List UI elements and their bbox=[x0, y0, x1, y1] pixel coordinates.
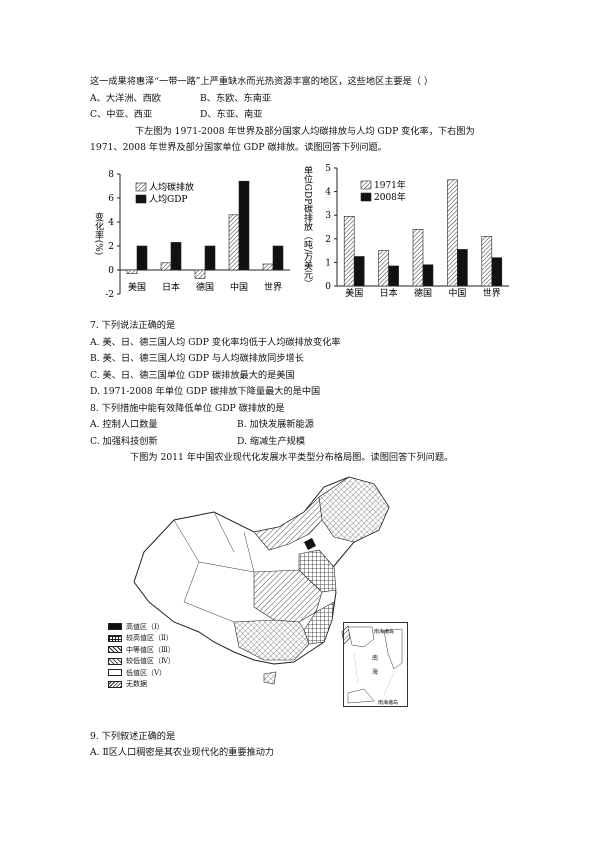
x-category-label: 日本 bbox=[162, 281, 180, 293]
inset-label-top: 南海诸岛 bbox=[374, 629, 395, 635]
legend-item-nodata: 无数据 bbox=[108, 679, 175, 691]
bar bbox=[422, 264, 434, 287]
y-tick-label: 6 bbox=[108, 194, 114, 204]
x-category-label: 中国 bbox=[230, 281, 248, 293]
y-tick-label: 3 bbox=[325, 211, 331, 221]
bar bbox=[204, 245, 216, 271]
bar bbox=[194, 269, 206, 279]
legend-item-lower: 较低值区（Ⅳ） bbox=[108, 656, 175, 668]
legend-label: 2008年 bbox=[374, 191, 406, 203]
legend-item-medium: 中等值区（Ⅲ） bbox=[108, 644, 175, 656]
x-category-label: 中国 bbox=[448, 287, 466, 299]
bar bbox=[491, 257, 503, 287]
region-northeast bbox=[318, 476, 390, 543]
legend-swatch bbox=[360, 180, 372, 190]
q8-option-a: A. 控制人口数量 bbox=[90, 419, 158, 430]
q7-option-d: D. 1971-2008 年单位 GDP 碳排放下降量最大的是中国 bbox=[90, 386, 321, 397]
bar bbox=[228, 214, 240, 271]
legend-label: 人均GDP bbox=[149, 193, 187, 205]
region-south bbox=[233, 619, 310, 661]
x-category-label: 美国 bbox=[128, 281, 146, 293]
legend-swatch bbox=[135, 194, 147, 204]
q8-option-d: D. 缩减生产规模 bbox=[237, 436, 306, 447]
bar bbox=[160, 262, 172, 271]
y-tick-label: 2 bbox=[325, 235, 331, 245]
x-category-label: 世界 bbox=[264, 281, 282, 293]
y-tick-label: 8 bbox=[108, 170, 114, 180]
q6-option-d: D、东亚、南亚 bbox=[200, 109, 263, 120]
y-axis-label: 变化率(%) bbox=[93, 212, 104, 256]
bar bbox=[262, 263, 274, 271]
q7-option-b: B. 美、日、德三国人均 GDP 与人均碳排放同步增长 bbox=[90, 353, 304, 364]
south-china-sea-inset: 南海诸岛 南 海 南海诸岛 bbox=[343, 622, 408, 707]
q6-option-c: C、中亚、西亚 bbox=[90, 109, 153, 120]
bar bbox=[170, 242, 182, 271]
q7-option-a: A. 美、日、德三国人均 GDP 变化率均低于人均碳排放变化率 bbox=[90, 337, 341, 348]
q7-stem: 7. 下列说法正确的是 bbox=[90, 320, 176, 331]
y-tick-label: 0 bbox=[108, 266, 114, 276]
q6-option-a: A、大洋洲、西欧 bbox=[90, 93, 161, 104]
x-category-label: 美国 bbox=[345, 287, 363, 299]
q9-stem: 9. 下列叙述正确的是 bbox=[90, 731, 176, 742]
legend-item-high: 高值区（Ⅰ） bbox=[108, 621, 175, 633]
map-legend: 高值区（Ⅰ） 较高值区（Ⅱ） 中等值区（Ⅲ） 较低值区（Ⅳ） 低值区（Ⅴ） 无数… bbox=[108, 621, 175, 690]
bar bbox=[353, 256, 365, 287]
inset-label-sea2: 海 bbox=[372, 669, 379, 676]
region-beijing bbox=[304, 538, 316, 550]
bar bbox=[447, 179, 458, 287]
legend-swatch bbox=[135, 182, 147, 192]
intro1-line2: 1971、2008 年世界及部分国家单位 GDP 碳排放。读图回答下列问题。 bbox=[90, 142, 387, 153]
q6-option-b: B、东欧、东南亚 bbox=[200, 93, 272, 104]
x-category-label: 日本 bbox=[380, 287, 398, 299]
y-tick-label: 4 bbox=[325, 188, 331, 198]
inset-map-graphic bbox=[347, 626, 403, 704]
intro1-line1: 下左图为 1971-2008 年世界及部分国家人均碳排放与人均 GDP 变化率，… bbox=[135, 126, 475, 137]
q8-stem: 8. 下列措施中能有效降低单位 GDP 碳排放的是 bbox=[90, 403, 285, 414]
bar bbox=[272, 245, 284, 271]
bar bbox=[481, 236, 493, 287]
bar bbox=[238, 180, 250, 271]
bar bbox=[136, 245, 148, 271]
legend-label: 人均碳排放 bbox=[149, 181, 194, 193]
inset-label-bottom: 南海诸岛 bbox=[378, 700, 399, 706]
y-axis-label: 单位GDP碳排放（吨/万美元） bbox=[302, 165, 313, 289]
q7-option-c: C. 美、日、德三国单位 GDP 碳排放最大的是美国 bbox=[90, 370, 295, 381]
bar bbox=[412, 229, 424, 287]
y-tick-label: 4 bbox=[108, 218, 114, 228]
x-category-label: 世界 bbox=[483, 287, 501, 299]
q8-option-c: C. 加强科技创新 bbox=[90, 436, 158, 447]
intro2: 下图为 2011 年中国农业现代化发展水平类型分布格局图。读图回答下列问题。 bbox=[130, 452, 454, 463]
region-hainan bbox=[263, 671, 277, 685]
bar bbox=[126, 269, 138, 274]
legend-item-low: 低值区（Ⅴ） bbox=[108, 667, 175, 679]
legend-item-higher: 较高值区（Ⅱ） bbox=[108, 633, 175, 645]
bar bbox=[457, 249, 468, 287]
q9-option-a: A. Ⅱ区人口稠密是其农业现代化的重要推动力 bbox=[90, 747, 275, 758]
y-tick-label: 0 bbox=[325, 282, 331, 292]
x-category-label: 德国 bbox=[196, 281, 214, 293]
region-inner-mongolia bbox=[253, 496, 323, 551]
legend-swatch bbox=[360, 192, 372, 202]
x-category-label: 德国 bbox=[414, 287, 432, 299]
y-tick-label: 1 bbox=[325, 258, 331, 268]
right-bar-chart: 5 4 3 2 1 0 单位GDP碳排放（吨/万美元） 美国 日本 德国 中国 世界 1971年2008… bbox=[302, 164, 509, 299]
y-tick-label: -2 bbox=[105, 290, 114, 300]
bar bbox=[388, 265, 399, 287]
y-tick-label: 2 bbox=[108, 242, 114, 252]
q8-option-b: B. 加快发展新能源 bbox=[237, 419, 314, 430]
bar bbox=[378, 250, 389, 287]
china-agriculture-map bbox=[133, 476, 390, 685]
legend-label: 1971年 bbox=[374, 179, 406, 191]
q6-stem: 这一成果将惠泽“一带一路”上严重缺水而光热资源丰富的地区，这些地区主要是（ ） bbox=[90, 76, 434, 87]
inset-label-sea1: 南 bbox=[372, 655, 379, 662]
y-tick-label: 5 bbox=[325, 164, 331, 174]
bar bbox=[343, 216, 355, 287]
